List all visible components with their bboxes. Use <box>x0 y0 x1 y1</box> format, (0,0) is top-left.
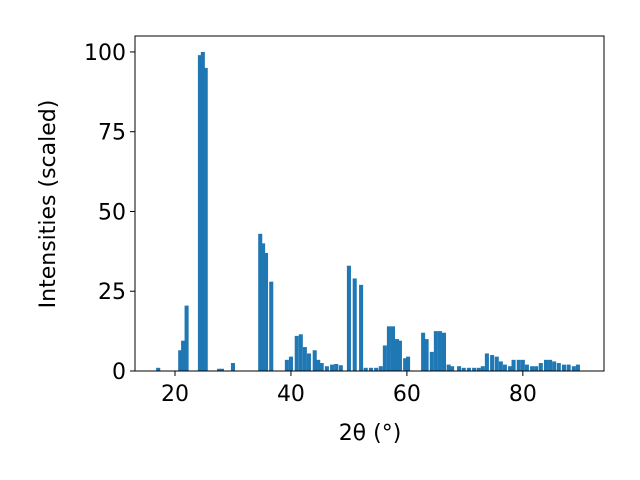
bar <box>461 367 466 371</box>
bar <box>258 233 263 371</box>
bar <box>429 351 434 371</box>
bar <box>520 359 525 371</box>
bar <box>316 359 321 371</box>
bar <box>363 367 368 371</box>
bar <box>197 55 202 372</box>
bar <box>200 51 205 371</box>
x-axis-label: 2θ (°) <box>339 421 402 446</box>
bar <box>421 332 426 371</box>
bar <box>312 350 317 371</box>
bar <box>324 366 329 371</box>
bar <box>446 364 451 371</box>
bar <box>395 339 400 371</box>
bar <box>508 366 513 371</box>
bar <box>338 365 343 371</box>
bar <box>230 363 236 371</box>
bar <box>472 367 477 371</box>
bar <box>284 359 289 371</box>
bar <box>217 368 222 371</box>
bar <box>319 363 324 371</box>
plot-frame <box>134 35 605 372</box>
bar <box>403 358 408 371</box>
bar <box>480 366 485 371</box>
x-tick-label: 20 <box>161 382 189 407</box>
bar <box>484 353 489 371</box>
bar <box>306 353 311 371</box>
bar <box>498 361 503 371</box>
bar <box>494 356 499 371</box>
bar <box>543 359 549 371</box>
bar <box>548 359 553 371</box>
bar <box>374 367 379 371</box>
bar <box>382 345 387 371</box>
bar <box>269 281 274 371</box>
bar <box>203 67 208 372</box>
bar <box>294 335 299 371</box>
bar <box>178 350 183 371</box>
bar <box>397 340 402 371</box>
bar <box>437 331 442 371</box>
bar <box>566 364 571 371</box>
bar <box>524 364 529 371</box>
bar <box>441 332 447 371</box>
bar <box>466 367 471 371</box>
bar <box>538 363 543 371</box>
x-tick-label: 40 <box>277 382 305 407</box>
bar <box>298 334 303 371</box>
bar <box>261 243 266 371</box>
bar <box>302 347 307 371</box>
bar <box>502 364 507 371</box>
bar <box>334 363 339 371</box>
bar <box>184 305 189 371</box>
bar <box>561 364 567 371</box>
bar <box>390 326 396 371</box>
bar <box>359 284 364 371</box>
y-axis-label: Intensities (scaled) <box>36 100 61 309</box>
bar <box>516 359 521 371</box>
bar <box>406 356 411 371</box>
bar <box>450 366 455 371</box>
x-tick-label: 60 <box>393 382 421 407</box>
bar <box>433 331 438 371</box>
bar <box>457 366 462 371</box>
y-tick-label: 0 <box>112 360 126 385</box>
y-tick-label: 25 <box>98 280 126 305</box>
bar <box>288 356 293 371</box>
bar <box>556 363 561 371</box>
bar <box>424 339 429 371</box>
bar <box>330 364 335 371</box>
y-tick-label: 50 <box>98 200 126 225</box>
x-tick-label: 80 <box>509 382 537 407</box>
y-tick-label: 75 <box>98 121 126 146</box>
bar <box>219 368 224 371</box>
bar <box>156 367 161 371</box>
bar <box>571 366 576 371</box>
bar <box>181 340 186 371</box>
bar <box>534 366 539 371</box>
bar <box>352 278 357 371</box>
bar <box>368 367 373 371</box>
bar <box>346 265 351 371</box>
bar <box>378 366 383 371</box>
bar <box>386 326 391 371</box>
bar <box>530 366 535 371</box>
y-tick-label: 100 <box>84 41 126 66</box>
bar <box>552 361 557 371</box>
bar <box>575 364 580 371</box>
bar <box>263 252 269 371</box>
bar <box>490 355 495 371</box>
bar <box>511 359 516 371</box>
bar <box>476 367 481 371</box>
